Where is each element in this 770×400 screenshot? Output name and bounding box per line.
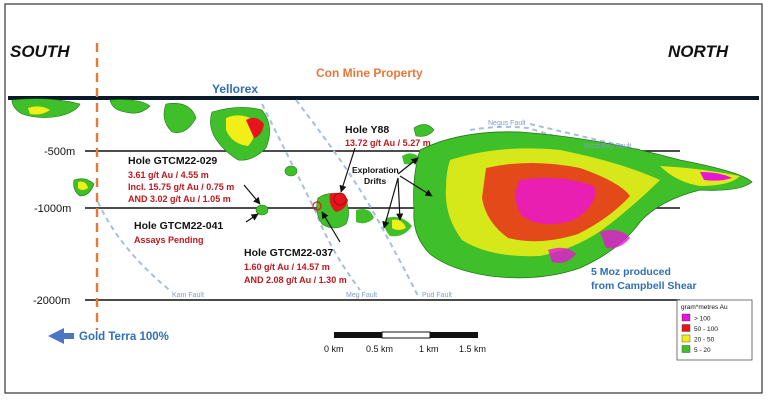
hole-gtcm22-037-line2: AND 2.08 g/t Au / 1.30 m	[244, 275, 347, 285]
gold-terra-arrow-icon	[48, 328, 74, 344]
ground-surface-line	[8, 96, 759, 100]
leader-arrows	[243, 147, 433, 243]
yellorex-label: Yellorex	[212, 82, 258, 96]
west-bay-fault-trace	[529, 123, 641, 151]
legend-label-2: 20 - 50	[694, 337, 715, 344]
legend-label-3: 5 - 20	[694, 347, 711, 354]
legend-swatches: > 100 50 - 100 20 - 50 5 - 20	[681, 313, 718, 354]
pud-fault-trace	[295, 99, 419, 297]
legend-title: gram*metres Au	[681, 304, 728, 311]
kam-fault-trace	[97, 201, 173, 293]
gold-terra-label: Gold Terra 100%	[79, 331, 169, 343]
meg-fault-label: Meg Fault	[346, 292, 377, 299]
hole-gtcm22-041-line1: Assays Pending	[134, 235, 204, 245]
hole-y88-line1: 13.72 g/t Au / 5.27 m	[345, 138, 431, 148]
scale-tick-1-5: 1.5 km	[459, 344, 486, 354]
hole-gtcm22-029-line1: 3.61 g/t Au / 4.55 m	[128, 170, 209, 180]
hole-gtcm22-037-line1: 1.60 g/t Au / 14.57 m	[244, 262, 330, 272]
hole-gtcm22-037-marker	[312, 201, 322, 211]
legend-swatch-2	[681, 334, 691, 343]
depth-label-1000: -1000m	[34, 203, 71, 215]
campbell-shear-ore-body	[413, 131, 753, 279]
legend-label-0: > 100	[694, 316, 711, 323]
hole-y88-title: Hole Y88	[345, 124, 389, 136]
hole-y88-marker	[333, 192, 347, 206]
west-bay-fault-label: West Bay Fault	[584, 143, 631, 150]
legend-swatch-3	[681, 345, 691, 353]
hole-gtcm22-041-title: Hole GTCM22-041	[134, 220, 223, 232]
kam-fault-label: Kam Fault	[172, 292, 204, 299]
legend-swatch-1	[681, 324, 691, 332]
depth-label-2000: -2000m	[33, 295, 70, 307]
legend-swatch-0	[681, 313, 691, 322]
hole-gtcm22-029-line3: AND 3.02 g/t Au / 1.05 m	[128, 194, 231, 204]
negus-fault-label: Negus Fault	[488, 120, 526, 127]
exploration-label-line2: Drifts	[364, 176, 386, 186]
produced-label-line2: from Campbell Shear	[591, 280, 697, 292]
north-label: NORTH	[668, 42, 729, 61]
pud-fault-label: Pud Fault	[422, 292, 452, 299]
scale-tick-1: 1 km	[419, 344, 439, 354]
property-label: Con Mine Property	[316, 66, 423, 80]
hole-gtcm22-029-title: Hole GTCM22-029	[128, 155, 217, 167]
legend-label-1: 50 - 100	[694, 326, 718, 333]
hole-gtcm22-037-title: Hole GTCM22-037	[244, 247, 333, 259]
produced-label-line1: 5 Moz produced	[591, 266, 671, 278]
scale-tick-0: 0 km	[324, 344, 344, 354]
scale-tick-0-5: 0.5 km	[366, 344, 393, 354]
south-label: SOUTH	[10, 42, 70, 61]
grade-legend: > 100 50 - 100 20 - 50 5 - 20	[676, 299, 753, 361]
depth-label-500: -500m	[44, 146, 75, 158]
scale-bar	[334, 331, 478, 339]
exploration-label-line1: Exploration	[352, 165, 399, 175]
hole-gtcm22-029-line2: Incl. 15.75 g/t Au / 0.75 m	[128, 182, 234, 192]
